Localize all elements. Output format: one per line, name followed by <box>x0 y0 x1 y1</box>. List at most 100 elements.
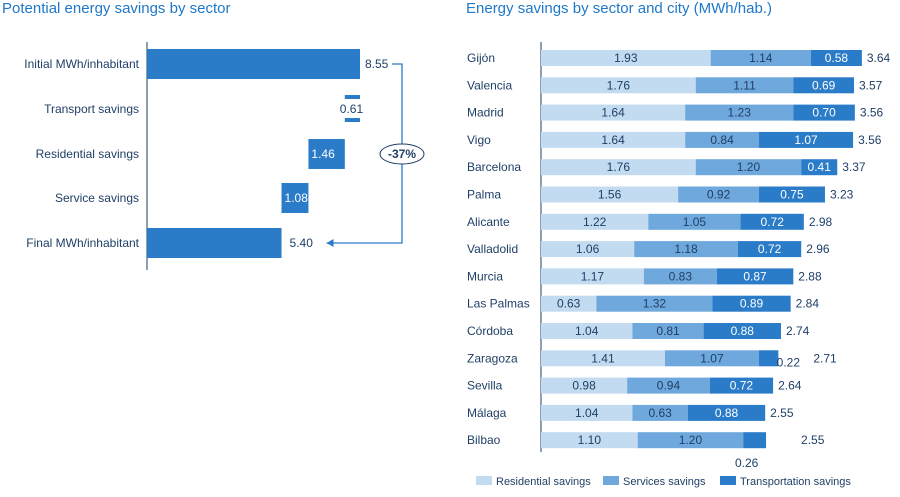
legend-swatch <box>476 476 492 485</box>
bar-segment <box>541 295 597 312</box>
bar-segment <box>637 432 744 449</box>
bar-segment <box>710 50 811 66</box>
total-label: 3.56 <box>860 106 884 120</box>
category-label: Final MWh/inhabitant <box>26 236 139 250</box>
bar-segment <box>541 350 665 367</box>
legend-label: Transportation savings <box>740 476 851 488</box>
legend-label: Services savings <box>623 476 706 488</box>
city-label: Zaragoza <box>467 351 518 365</box>
bar-segment <box>712 295 791 312</box>
total-label: 3.64 <box>867 51 891 65</box>
chart-title-city: Energy savings by sector and city (MWh/h… <box>466 0 772 17</box>
bar-0 <box>147 49 360 79</box>
segment-label: 0.81 <box>656 324 680 338</box>
total-label: 2.55 <box>801 433 825 447</box>
bar-segment <box>632 323 704 339</box>
bar-segment <box>627 377 710 394</box>
category-label: Service savings <box>55 191 139 205</box>
segment-label: 0.88 <box>715 406 739 420</box>
segment-label: 0.72 <box>758 242 782 256</box>
city-label: Valencia <box>467 78 512 92</box>
bar-segment <box>596 295 713 312</box>
category-label: Transport savings <box>44 102 139 116</box>
segment-label: 1.41 <box>591 351 615 365</box>
segment-label: 1.14 <box>749 51 773 65</box>
category-label: Initial MWh/inhabitant <box>24 57 139 71</box>
segment-label: 1.64 <box>601 106 625 120</box>
value-label: 5.40 <box>290 236 314 250</box>
segment-label: 0.72 <box>761 215 785 229</box>
bar-segment <box>703 323 781 339</box>
segment-label: 0.87 <box>743 269 767 283</box>
change-badge <box>379 143 425 165</box>
segment-label: 1.04 <box>575 324 599 338</box>
segment-label: 1.07 <box>794 133 818 147</box>
segment-label: 0.83 <box>669 269 693 283</box>
segment-label: 0.26 <box>735 456 759 470</box>
bar-segment <box>801 159 838 176</box>
segment-label: 0.41 <box>808 160 832 174</box>
total-label: 2.71 <box>813 351 837 365</box>
segment-label: 0.88 <box>731 324 755 338</box>
segment-label: 0.92 <box>707 188 731 202</box>
bar-segment <box>759 350 779 367</box>
segment-label: 0.84 <box>710 133 734 147</box>
legend-swatch <box>720 476 736 485</box>
bar-segment <box>737 241 802 258</box>
bar-segment <box>632 404 688 421</box>
segment-label: 1.76 <box>607 160 631 174</box>
total-label: 2.64 <box>778 379 802 393</box>
bar-segment <box>740 213 804 230</box>
city-label: Vigo <box>467 133 491 147</box>
segment-label: 1.56 <box>598 188 622 202</box>
bar-2 <box>308 139 345 169</box>
total-label: 2.84 <box>796 297 820 311</box>
city-label: Gijón <box>467 51 495 65</box>
segment-label: 1.64 <box>601 133 625 147</box>
total-label: 3.37 <box>842 160 866 174</box>
bar-segment <box>716 268 794 285</box>
value-label: 0.61 <box>340 102 364 116</box>
segment-label: 1.22 <box>583 215 607 229</box>
total-label: 3.57 <box>859 78 883 92</box>
segment-label: 0.98 <box>572 379 596 393</box>
city-label: Palma <box>467 188 501 202</box>
change-annotation: -37% <box>388 147 416 161</box>
city-label: Bilbao <box>467 433 501 447</box>
segment-label: 0.22 <box>777 355 801 369</box>
city-label: Barcelona <box>467 160 521 174</box>
bar-segment <box>695 77 794 94</box>
city-label: Murcia <box>467 269 503 283</box>
segment-label: 0.94 <box>657 379 681 393</box>
bar-segment <box>648 213 741 230</box>
bar-4 <box>147 228 282 258</box>
bar-segment <box>685 104 794 121</box>
city-label: Sevilla <box>467 379 503 393</box>
bar-segment <box>541 213 649 230</box>
city-label: Madrid <box>467 106 504 120</box>
city-label: Alicante <box>467 215 510 229</box>
bar-1 <box>344 95 360 99</box>
bar-segment <box>541 77 696 94</box>
segment-label: 1.07 <box>700 351 724 365</box>
bar-3 <box>281 183 309 213</box>
segment-label: 0.75 <box>780 188 804 202</box>
segment-label: 1.05 <box>683 215 707 229</box>
bar-segment <box>541 377 628 394</box>
city-label: Las Palmas <box>467 297 530 311</box>
total-label: 2.55 <box>770 406 794 420</box>
category-label: Residential savings <box>36 147 139 161</box>
bar-1-lower <box>344 118 360 122</box>
segment-label: 1.32 <box>643 297 667 311</box>
total-label: 2.74 <box>786 324 810 338</box>
bar-segment <box>541 159 696 176</box>
total-label: 2.88 <box>798 269 822 283</box>
bar-segment <box>634 241 738 258</box>
arrow-head <box>326 239 334 247</box>
total-label: 2.96 <box>806 242 830 256</box>
segment-label: 1.06 <box>576 242 600 256</box>
bar-segment <box>541 131 686 148</box>
bar-segment <box>541 432 638 449</box>
segment-label: 1.18 <box>674 242 698 256</box>
